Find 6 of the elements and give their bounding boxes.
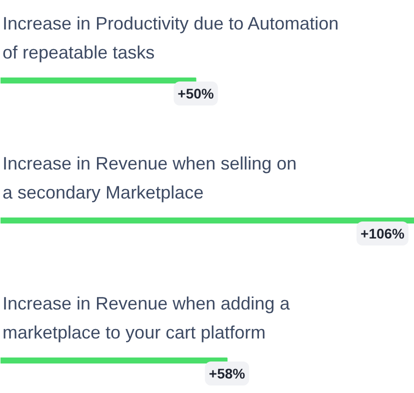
- data-label: +50%: [178, 86, 214, 102]
- y-tick-label: Increase in Productivity due to Automation of repeatable tasks: [2, 14, 339, 62]
- y-tick-label: Increase in Revenue when selling on a secondary Marketplace: [2, 154, 297, 202]
- y-tick-label: Increase in Revenue when adding a marketplace to your cart platform: [2, 294, 291, 342]
- data-label: +58%: [208, 366, 246, 382]
- data-label: +106%: [360, 226, 406, 242]
